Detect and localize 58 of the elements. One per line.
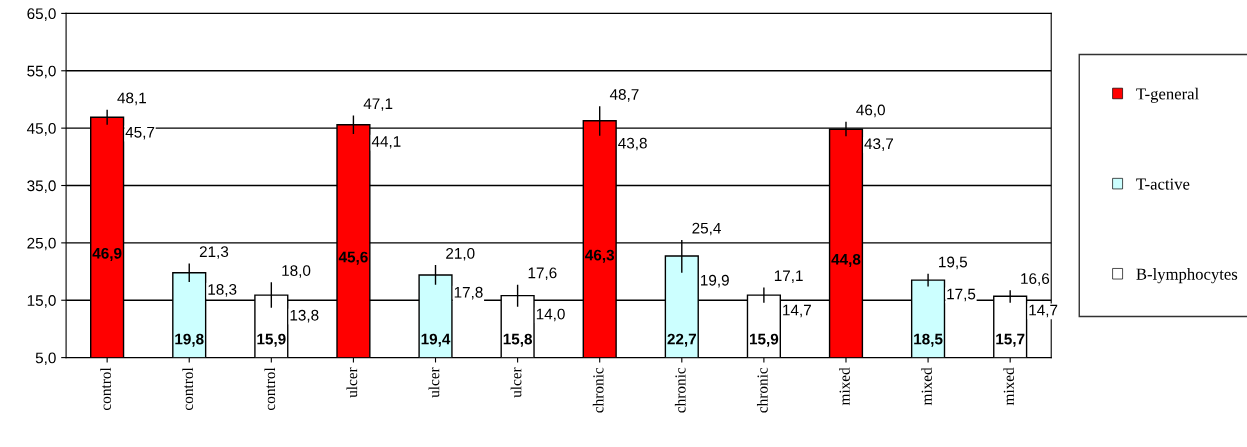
annotation: 17,1 <box>774 270 803 283</box>
x-tick-label: chronic <box>592 367 604 413</box>
data-label: 15,8 <box>503 333 533 347</box>
annotation: 46,0 <box>856 104 885 118</box>
data-label: 19,4 <box>421 333 451 347</box>
annotation: 48,1 <box>117 92 146 106</box>
data-label: 44,8 <box>831 253 861 267</box>
x-tick-label: mixed <box>839 367 850 406</box>
data-label: 46,3 <box>585 249 615 263</box>
data-label: 18,5 <box>914 333 943 347</box>
y-tick-label: 55,0 <box>27 65 56 79</box>
annotation: 14,7 <box>783 304 811 318</box>
x-tick-label: ulcer <box>510 367 522 398</box>
annotation: 17,5 <box>947 288 976 302</box>
annotation: 13,8 <box>290 309 319 323</box>
x-tick-label: mixed <box>1003 367 1014 406</box>
annotation: 18,3 <box>208 284 237 297</box>
y-tick-label: 35,0 <box>27 180 56 193</box>
annotation: 16,6 <box>1021 273 1050 286</box>
annotation: 47,1 <box>363 98 393 111</box>
data-label: 15,9 <box>749 333 779 347</box>
annotation: 43,7 <box>864 138 894 151</box>
data-label: 45,6 <box>338 251 368 265</box>
annotation: 14,7 <box>1029 304 1058 318</box>
annotation: 21,0 <box>446 247 475 261</box>
data-label: 46,9 <box>92 247 122 261</box>
data-label: 19,8 <box>175 333 204 347</box>
legend-label: T-active <box>1136 178 1190 190</box>
annotation: 18,0 <box>282 265 311 278</box>
legend-label: B-lymphocytes <box>1136 268 1238 284</box>
annotation: 48,7 <box>609 89 639 102</box>
x-tick-label: control <box>182 367 194 411</box>
annotation: 44,1 <box>371 136 401 149</box>
annotation: 19,9 <box>701 274 729 288</box>
x-tick-label: ulcer <box>346 367 358 398</box>
x-tick-label: chronic <box>756 367 768 413</box>
x-tick-label: control <box>264 367 276 411</box>
y-tick-label: 45,0 <box>26 123 56 136</box>
x-tick-label: chronic <box>674 367 686 413</box>
y-tick-label: 15,0 <box>27 295 56 308</box>
x-tick-label: control <box>100 367 111 411</box>
y-tick-label: 25,0 <box>27 237 56 251</box>
data-label: 15,7 <box>996 333 1025 347</box>
annotation: 43,8 <box>618 137 647 151</box>
x-tick-label: mixed <box>921 367 932 406</box>
y-tick-label: 65,0 <box>27 8 56 21</box>
y-tick-label: 5,0 <box>35 352 56 366</box>
legend-label: T-general <box>1136 87 1199 103</box>
annotation: 21,3 <box>199 246 229 259</box>
data-label: 22,7 <box>667 333 696 347</box>
x-tick-label: ulcer <box>428 367 440 398</box>
annotation: 14,0 <box>536 308 565 322</box>
annotation: 19,5 <box>939 256 968 270</box>
annotation: 17,6 <box>528 267 557 281</box>
annotation: 45,7 <box>125 126 155 140</box>
annotation: 17,8 <box>454 286 483 300</box>
data-label: 15,9 <box>257 333 286 347</box>
annotation: 25,4 <box>692 222 721 236</box>
